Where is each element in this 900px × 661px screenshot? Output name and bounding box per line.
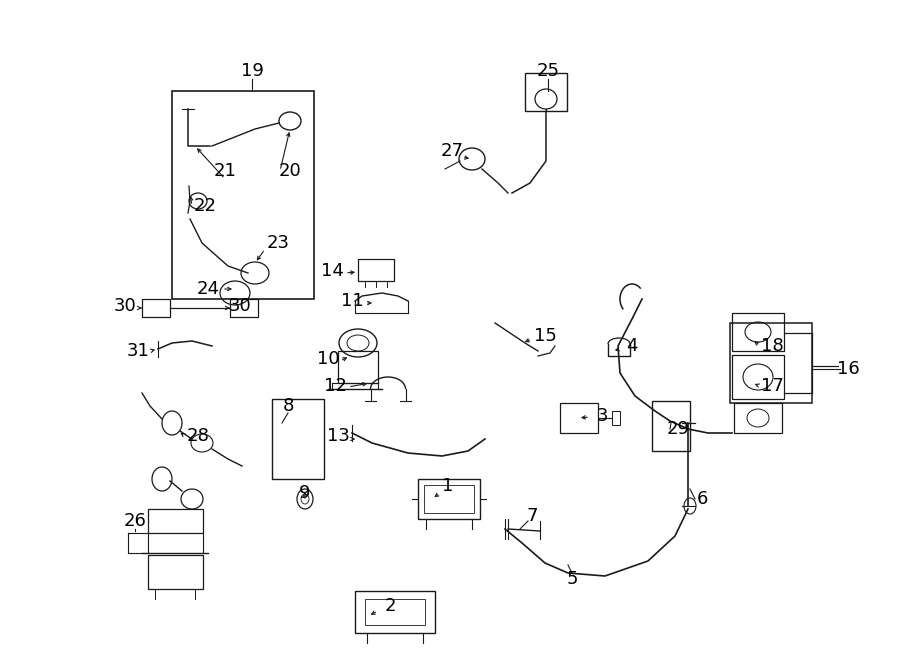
Bar: [338, 351, 378, 383]
Bar: [560, 403, 598, 433]
Bar: [424, 485, 474, 513]
Text: 3: 3: [596, 407, 608, 425]
Text: 6: 6: [697, 490, 707, 508]
Bar: [272, 399, 324, 479]
Bar: [365, 599, 425, 625]
Bar: [358, 259, 394, 281]
Bar: [418, 479, 480, 519]
Bar: [730, 323, 812, 403]
Text: 13: 13: [327, 427, 349, 445]
Text: 7: 7: [526, 507, 538, 525]
Text: 2: 2: [384, 597, 396, 615]
Bar: [652, 401, 690, 451]
Text: 21: 21: [213, 162, 237, 180]
Text: 1: 1: [442, 477, 454, 495]
Text: 27: 27: [440, 142, 464, 160]
Bar: [732, 313, 784, 351]
Text: 5: 5: [566, 570, 578, 588]
Text: 4: 4: [626, 337, 638, 355]
Bar: [172, 91, 314, 299]
Text: 28: 28: [186, 427, 210, 445]
Text: 18: 18: [760, 337, 783, 355]
Text: 31: 31: [127, 342, 149, 360]
Text: 30: 30: [229, 297, 251, 315]
Text: 20: 20: [279, 162, 302, 180]
Bar: [525, 73, 567, 111]
Bar: [148, 509, 203, 533]
Bar: [734, 403, 782, 433]
Bar: [732, 355, 784, 399]
Text: 9: 9: [299, 484, 310, 502]
Text: 14: 14: [320, 262, 344, 280]
Text: 12: 12: [324, 377, 346, 395]
Bar: [612, 411, 620, 425]
Text: 25: 25: [536, 62, 560, 80]
Text: 30: 30: [113, 297, 137, 315]
Text: 26: 26: [123, 512, 147, 530]
Text: 8: 8: [283, 397, 293, 415]
Text: 29: 29: [667, 420, 689, 438]
Bar: [142, 299, 170, 317]
Bar: [230, 299, 258, 317]
Text: 19: 19: [240, 62, 264, 80]
Text: 23: 23: [266, 234, 290, 252]
Text: 15: 15: [534, 327, 556, 345]
Text: 11: 11: [340, 292, 364, 310]
Bar: [355, 591, 435, 633]
Text: 24: 24: [196, 280, 220, 298]
Text: 17: 17: [760, 377, 783, 395]
Text: 22: 22: [194, 197, 217, 215]
Text: 16: 16: [837, 360, 859, 378]
Bar: [148, 555, 203, 589]
Text: 10: 10: [317, 350, 339, 368]
